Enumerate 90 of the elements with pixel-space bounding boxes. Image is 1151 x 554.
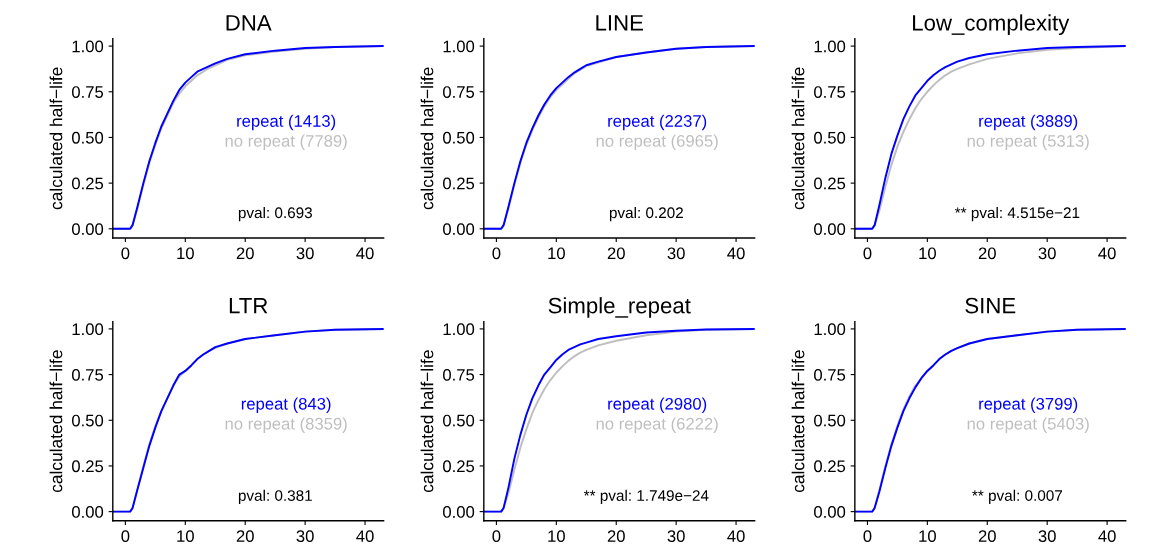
y-axis-title: calculated half−life xyxy=(791,67,805,210)
y-tick-label: 0.00 xyxy=(814,223,846,236)
y-tick-label: 0.00 xyxy=(71,223,104,236)
y-tick-label: 0.25 xyxy=(443,460,475,473)
text: no repeat (6965) xyxy=(596,134,718,151)
text: repeat (2237) xyxy=(608,114,707,131)
text: repeat (843) xyxy=(241,397,331,414)
text: repeat (2980) xyxy=(608,397,707,414)
y-tick-label: 0.50 xyxy=(814,414,846,427)
text: no repeat (5403) xyxy=(967,417,1089,433)
y-tick-label: 0.75 xyxy=(71,368,104,381)
y-tick-label: 0.50 xyxy=(71,414,104,427)
y-tick-label: 0.75 xyxy=(814,86,846,98)
y-tick-label: 0.75 xyxy=(443,86,475,98)
annotation: ** pval: 4.515e−21 xyxy=(954,206,1080,222)
annotation: ** pval: 1.749e−24 xyxy=(583,489,709,504)
y-tick-label: 0.50 xyxy=(814,131,846,144)
x-tick-label: 20 xyxy=(978,530,996,543)
x-tick-label: 0 xyxy=(121,247,130,260)
y-tick-label: 1.00 xyxy=(443,40,475,53)
y-tick-label: 0.75 xyxy=(443,368,475,381)
x-tick-label: 20 xyxy=(607,530,625,543)
y-tick-label: 1.00 xyxy=(814,323,846,336)
y-tick-label: 1.00 xyxy=(814,40,846,53)
x-tick-label: 40 xyxy=(727,530,745,543)
y-axis-title: calculated half−life xyxy=(420,67,434,210)
y-tick-label: 0.25 xyxy=(71,460,104,473)
x-tick-label: 0 xyxy=(863,530,872,543)
y-tick-label: 0.00 xyxy=(71,506,104,518)
annotation: ** pval: 0.007 xyxy=(972,489,1063,504)
chart-title: SINE xyxy=(965,297,1016,314)
x-tick-label: 20 xyxy=(978,247,996,260)
text: repeat (3799) xyxy=(979,397,1078,414)
y-tick-label: 0.00 xyxy=(443,506,475,518)
text: repeat (1413) xyxy=(237,114,336,131)
text: no repeat (6222) xyxy=(596,417,718,433)
chart-title: LINE xyxy=(596,15,643,31)
x-tick-label: 10 xyxy=(919,247,936,260)
chart-title: Low_complexity xyxy=(913,14,1070,36)
y-tick-label: 0.50 xyxy=(443,131,475,144)
x-tick-label: 20 xyxy=(236,530,254,543)
y-tick-label: 1.00 xyxy=(72,323,104,336)
x-tick-label: 10 xyxy=(177,247,194,260)
text: no repeat (8359) xyxy=(225,417,347,433)
y-tick-label: 0.25 xyxy=(814,460,846,473)
x-tick-label: 30 xyxy=(1038,530,1056,543)
y-tick-label: 1.00 xyxy=(443,323,475,336)
x-tick-label: 30 xyxy=(1038,247,1056,260)
x-tick-label: 0 xyxy=(492,530,501,543)
y-tick-label: 0.25 xyxy=(71,177,104,190)
y-tick-label: 0.00 xyxy=(814,506,846,518)
y-tick-label: 0.50 xyxy=(71,131,104,144)
y-axis-title: calculated half−life xyxy=(791,350,805,493)
x-tick-label: 30 xyxy=(296,247,314,260)
y-tick-label: 0.25 xyxy=(814,177,846,190)
x-tick-label: 40 xyxy=(356,247,374,260)
annotation: pval: 0.202 xyxy=(609,206,683,222)
x-tick-label: 10 xyxy=(548,247,565,260)
text: no repeat (7789) xyxy=(225,134,347,151)
x-tick-label: 0 xyxy=(121,530,130,543)
y-tick-label: 1.00 xyxy=(72,40,104,53)
x-tick-label: 10 xyxy=(548,530,565,543)
chart-title: DNA xyxy=(226,15,272,31)
y-axis-title: calculated half−life xyxy=(49,350,63,493)
x-tick-label: 0 xyxy=(863,247,872,260)
y-axis-title: calculated half−life xyxy=(49,67,63,210)
x-tick-label: 40 xyxy=(1098,530,1116,543)
x-tick-label: 40 xyxy=(356,530,374,543)
x-tick-label: 30 xyxy=(667,530,685,543)
x-tick-label: 10 xyxy=(177,530,194,543)
x-tick-label: 40 xyxy=(727,247,745,260)
chart-title: LTR xyxy=(229,297,268,314)
x-tick-label: 10 xyxy=(919,530,936,543)
chart-title: Simple_repeat xyxy=(548,297,691,318)
annotation: pval: 0.381 xyxy=(238,489,312,504)
annotation: pval: 0.693 xyxy=(238,206,312,222)
x-tick-label: 40 xyxy=(1098,247,1116,260)
x-tick-label: 20 xyxy=(236,247,254,260)
text: no repeat (5313) xyxy=(967,134,1089,151)
y-axis-title: calculated half−life xyxy=(420,350,434,493)
y-tick-label: 0.75 xyxy=(71,86,104,98)
x-tick-label: 30 xyxy=(667,247,685,260)
text: repeat (3889) xyxy=(979,114,1078,131)
y-tick-label: 0.75 xyxy=(814,368,846,381)
y-tick-label: 0.50 xyxy=(443,414,475,427)
x-tick-label: 0 xyxy=(492,247,501,260)
x-tick-label: 20 xyxy=(607,247,625,260)
x-tick-label: 30 xyxy=(296,530,314,543)
y-tick-label: 0.00 xyxy=(443,223,475,236)
y-tick-label: 0.25 xyxy=(443,177,475,190)
